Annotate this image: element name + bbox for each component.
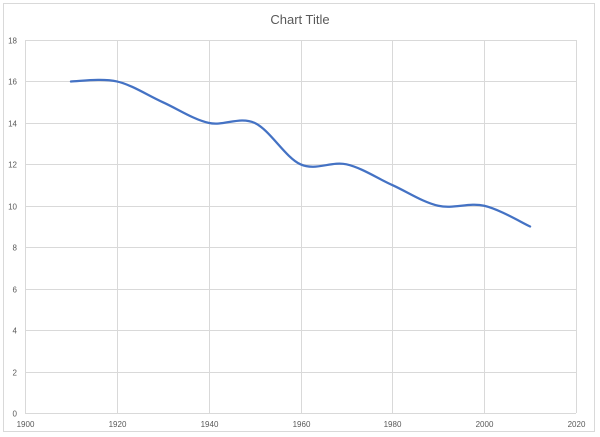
data-point [161,100,165,104]
chart-title: Chart Title [270,12,329,27]
series-group [69,78,532,229]
data-point [207,121,211,125]
y-tick-label: 14 [8,120,17,129]
chart-area [3,3,595,432]
y-tick-label: 12 [8,161,17,170]
x-axis-tick-labels: 1900 1920 1940 1960 1980 2000 2020 [17,420,586,429]
data-point [436,204,440,208]
data-point [344,162,348,166]
y-tick-label: 0 [13,410,18,419]
data-point [390,183,394,187]
y-tick-label: 18 [8,37,17,46]
x-tick-label: 2000 [476,420,494,429]
x-tick-label: 1980 [384,420,402,429]
data-point [115,79,119,83]
y-tick-label: 4 [13,327,18,336]
x-tick-label: 1900 [17,420,35,429]
data-point [69,79,73,83]
x-tick-label: 1940 [201,420,219,429]
x-tick-label: 1920 [109,420,127,429]
series-line [69,78,532,228]
x-tick-label: 2020 [568,420,586,429]
y-tick-label: 10 [8,203,17,212]
y-tick-label: 16 [8,78,17,87]
y-axis-tick-labels: 0 2 4 6 8 10 12 14 16 18 [8,37,17,419]
data-point [482,204,486,208]
data-point [528,225,532,229]
gridlines [25,40,577,414]
x-tick-label: 1960 [293,420,311,429]
data-point [253,121,257,125]
y-tick-label: 2 [13,369,18,378]
y-tick-label: 8 [13,244,18,253]
y-tick-label: 6 [13,286,18,295]
data-point [299,162,303,166]
